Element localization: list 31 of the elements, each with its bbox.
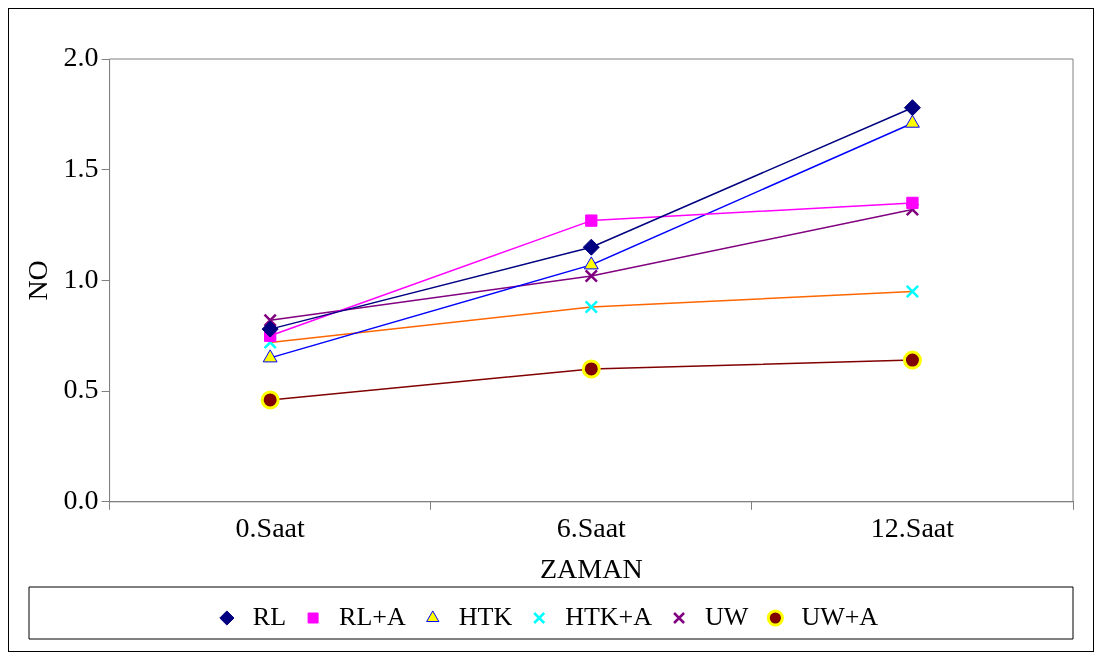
point	[585, 214, 598, 227]
legend-label: UW+A	[801, 601, 879, 631]
point	[902, 350, 922, 370]
y-tick-label: 0.0	[63, 484, 99, 516]
point	[903, 99, 921, 117]
legend-label: RL+A	[339, 601, 406, 631]
point	[584, 300, 599, 314]
x-axis-title: ZAMAN	[539, 552, 643, 584]
point	[581, 359, 601, 379]
x-tick-label: 6.Saat	[556, 511, 627, 543]
y-tick-label: 0.5	[63, 373, 99, 405]
y-axis-title: NO	[22, 260, 54, 301]
y-tick-label: 1.0	[63, 262, 99, 294]
x-tick-label: 0.Saat	[235, 511, 305, 543]
y-tick-label: 2.0	[63, 41, 99, 73]
legend-label: RL	[252, 601, 287, 631]
legend-label: HTK	[458, 601, 513, 631]
point	[906, 196, 919, 210]
point	[261, 320, 279, 338]
legend-label: HTK+A	[565, 601, 653, 631]
point	[584, 269, 599, 283]
point	[260, 390, 280, 410]
y-tick-label: 1.5	[63, 152, 99, 184]
point	[582, 238, 600, 256]
point	[583, 256, 599, 270]
point	[262, 349, 278, 363]
x-tick-label: 12.Saat	[870, 511, 955, 543]
legend-label: UW	[705, 601, 749, 631]
point	[263, 335, 278, 350]
point	[905, 284, 920, 299]
point	[263, 313, 278, 328]
